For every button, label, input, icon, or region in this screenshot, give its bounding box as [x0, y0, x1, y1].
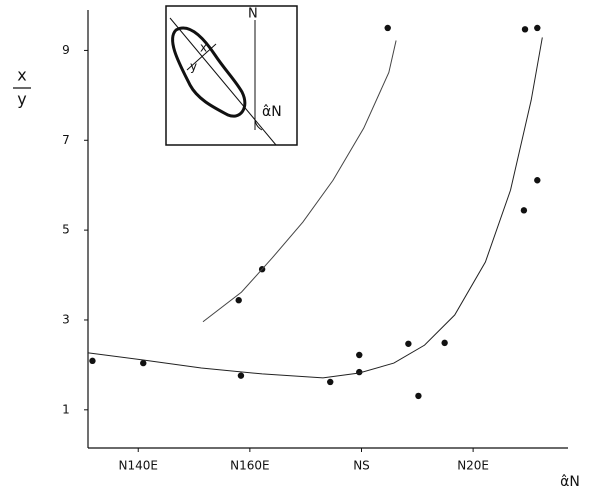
inset-minor	[186, 43, 217, 71]
inset-label: x	[200, 41, 207, 55]
x-tick-label: N20E	[457, 459, 489, 473]
y-label-denominator: y	[17, 90, 26, 109]
inset-label: y	[190, 60, 197, 74]
y-tick-label: 3	[62, 312, 70, 326]
x-tick-label: N140E	[118, 459, 157, 473]
x-tick-label: NS	[353, 459, 370, 473]
data-point	[89, 357, 96, 365]
data-point	[441, 339, 448, 347]
inset-angle	[254, 119, 263, 131]
data-point	[415, 392, 422, 400]
data-point	[140, 359, 147, 367]
data-point	[520, 207, 528, 214]
inset-frame	[165, 5, 298, 146]
y-tick-label: 1	[62, 402, 70, 416]
inset: x y N α̂N	[165, 5, 298, 146]
data-point	[356, 351, 363, 359]
data-point	[235, 297, 242, 304]
y-tick-label: 7	[62, 133, 70, 147]
data-point	[521, 26, 529, 33]
data-point	[534, 177, 541, 184]
x-label: α̂N	[560, 474, 580, 490]
fit-curve	[202, 40, 397, 323]
data-point	[327, 378, 334, 386]
data-point	[384, 24, 391, 32]
inset-label: N	[248, 7, 258, 22]
data-point	[237, 372, 245, 379]
data-point	[534, 24, 541, 32]
data-point	[405, 340, 412, 347]
fit-curve	[87, 37, 543, 379]
y-tick-label: 9	[62, 43, 70, 57]
inset-label: α̂N	[262, 104, 282, 120]
inset-shape	[171, 26, 247, 118]
y-tick-label: 5	[62, 223, 70, 237]
x-tick-label: N160E	[230, 459, 269, 473]
inset-axis	[169, 17, 277, 146]
y-label-numerator: x	[17, 66, 26, 85]
